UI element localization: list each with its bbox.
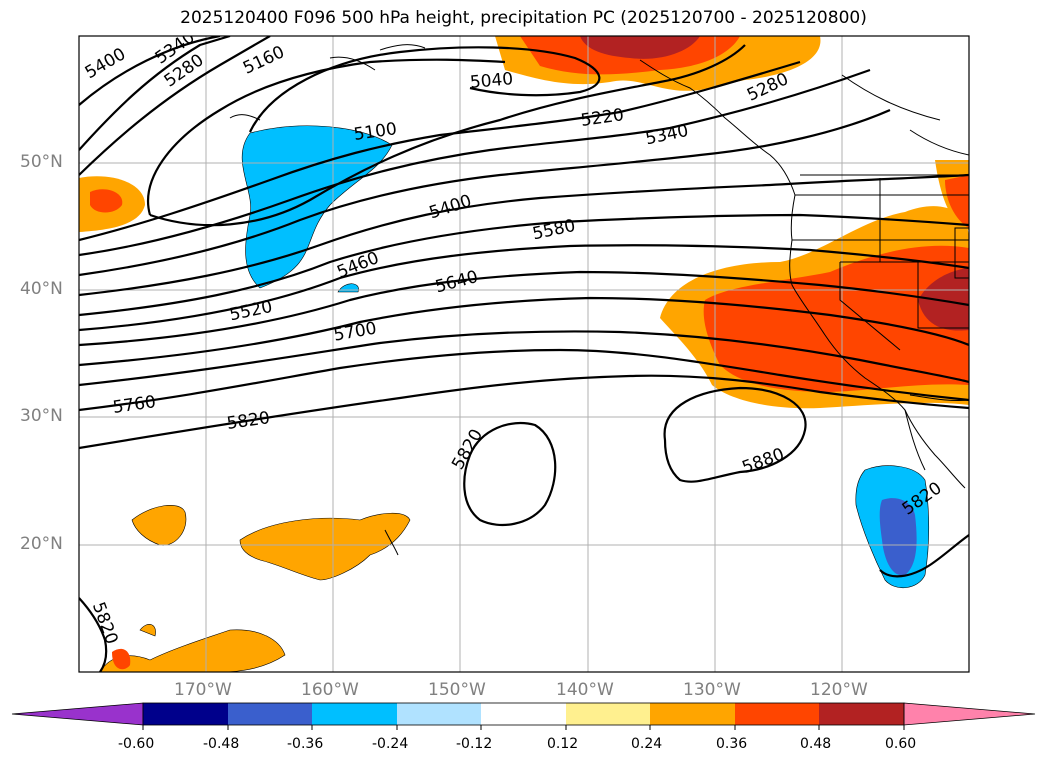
colorbar-bin-9 xyxy=(819,703,904,725)
colorbar-tick-label: 0.48 xyxy=(800,736,832,752)
precip-pos-hawaii xyxy=(239,512,411,581)
lat-label-20n: 20°N xyxy=(20,534,63,554)
lat-label-50n: 50°N xyxy=(20,152,63,172)
colorbar-tick-label: -0.60 xyxy=(118,736,155,752)
precip-neg-mexico-core xyxy=(879,498,917,576)
colorbar-tick-label: -0.36 xyxy=(287,736,324,752)
colorbar-tick-label: 0.36 xyxy=(716,736,748,752)
height-contours xyxy=(79,36,969,672)
colorbar-bin-1 xyxy=(143,703,228,725)
lon-label-150w: 150°W xyxy=(428,680,486,700)
colorbar-tick-label: -0.48 xyxy=(203,736,240,752)
precip-pos-north-red xyxy=(580,36,700,59)
colorbar-extend-low xyxy=(11,702,144,726)
precip-pos-west-coast-or xyxy=(703,245,969,392)
precip-pos-west-core xyxy=(90,189,123,213)
colorbar-tick-label: 0.12 xyxy=(547,736,579,752)
precip-pos-ne-or xyxy=(945,175,969,228)
colorbar-bin-5 xyxy=(481,703,566,725)
lat-label-40n: 40°N xyxy=(20,279,63,299)
colorbar-bin-4 xyxy=(397,703,481,725)
lat-label-30n: 30°N xyxy=(20,406,63,426)
colorbar-bin-8 xyxy=(735,703,819,725)
lon-label-140w: 140°W xyxy=(556,680,614,700)
colorbar-bin-6 xyxy=(566,703,650,725)
colorbar-bin-2 xyxy=(228,703,312,725)
precip-pos-sw xyxy=(99,629,286,672)
precip-pos-hawaii-w xyxy=(131,505,187,546)
contour-label-5040: 5040 xyxy=(469,69,514,93)
precip-pos-sw-or xyxy=(112,648,131,670)
colorbar-tick-label: 0.24 xyxy=(631,736,663,752)
lon-label-160w: 160°W xyxy=(301,680,359,700)
gridlines xyxy=(79,36,969,672)
colorbar-bin-7 xyxy=(650,703,735,725)
precip-pos-red xyxy=(918,268,969,331)
map-frame xyxy=(78,35,970,673)
lon-label-120w: 120°W xyxy=(810,680,868,700)
colorbar-bin-3 xyxy=(312,703,397,725)
precip-pos-sw2 xyxy=(139,624,156,637)
colorbar-extend-high xyxy=(903,702,1036,726)
map-title: 2025120400 F096 500 hPa height, precipit… xyxy=(180,8,867,28)
coastlines xyxy=(229,44,969,556)
colorbar-tick-label: -0.12 xyxy=(456,736,493,752)
colorbar-tick-label: -0.24 xyxy=(372,736,409,752)
lon-label-170w: 170°W xyxy=(174,680,232,700)
colorbar-tick-label: 0.60 xyxy=(885,736,917,752)
colorbar xyxy=(11,702,1036,730)
lon-label-130w: 130°W xyxy=(683,680,741,700)
